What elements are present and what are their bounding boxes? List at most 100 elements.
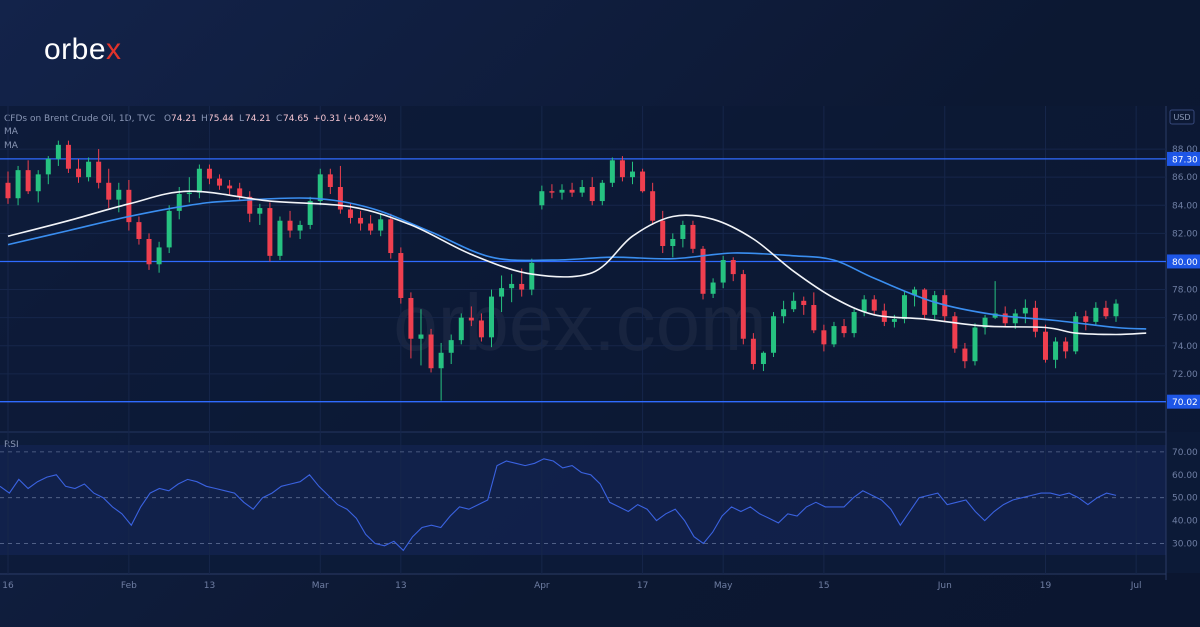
level-label-badge [1167,394,1200,409]
moving-averages [7,190,1147,336]
time-tick-label: 15 [818,581,829,591]
candle-down [96,161,102,183]
rsi-tick-label: 50.00 [1172,494,1198,504]
candle-down [740,274,746,339]
candle-up [539,191,545,206]
candle-up [912,289,918,296]
candle-up [861,299,867,313]
candle-down [146,238,152,265]
candle-up [901,295,907,320]
candle-up [982,317,988,328]
candle-down [821,330,827,345]
price-tick-label: 76.00 [1172,314,1198,324]
time-tick-label: 17 [637,581,648,591]
candle-up [1053,341,1059,360]
candle-down [287,220,293,231]
price-tick-label: 72.00 [1172,370,1198,380]
candle-up [1022,307,1028,314]
candle-up [851,312,857,334]
candle-up [680,224,686,239]
candle-up [760,352,766,365]
candle-up [781,309,787,317]
ohlc-high-label: H [201,114,208,124]
level-label: 70.02 [1172,398,1198,408]
candle-down [841,326,847,334]
currency-badge [1169,109,1195,125]
time-tick-label: May [714,581,733,591]
candle-up [791,300,797,310]
candle-down [811,305,817,331]
time-tick-label: Mar [312,581,329,591]
time-tick-label: Apr [534,581,550,591]
candle-down [922,289,928,315]
time-axis: 16 Feb 13 Mar 13 Apr 17 May 15 Jun 19 Jul [2,581,1141,591]
time-tick-label: 13 [395,581,406,591]
candle-down [1002,313,1008,324]
candle-down [962,348,968,362]
time-tick-label: Feb [121,581,137,591]
ohlc-close-label: C [276,114,282,124]
candle-up [509,283,515,289]
price-tick-label: 86.00 [1172,173,1198,183]
candle-down [388,219,394,254]
ohlc-low-label: L [239,114,244,124]
candle-down [206,168,212,179]
ohlc-low-value: 74.21 [245,114,271,124]
candle-down [368,223,374,231]
currency-label: USD [1173,113,1190,122]
candle-down [126,189,132,223]
candle-up [448,340,454,353]
price-tick-label: 88.00 [1172,145,1198,155]
level-label: 80.00 [1172,258,1198,268]
ohlc-open-value: 74.21 [171,114,197,124]
candle-down [952,316,958,349]
rsi-tick-label: 30.00 [1172,540,1198,550]
time-tick-label: 19 [1040,581,1052,591]
candle-down [358,217,364,224]
candle-down [106,182,112,200]
candle-down [1042,331,1048,360]
candle-down [267,208,273,256]
candle-up [972,327,978,362]
candle-up [196,168,202,193]
time-tick-label: 13 [204,581,215,591]
time-tick-label: 16 [2,581,14,591]
candle-up [156,247,162,265]
candle-up [186,192,192,195]
ohlc-open-label: O [164,114,171,124]
candle-down [1083,316,1089,322]
price-tick-label: 82.00 [1172,229,1198,239]
candle-up [45,158,51,175]
price-tick-label: 74.00 [1172,342,1198,352]
candle-up [458,317,464,341]
candle-down [237,188,243,197]
candle-down [589,187,595,202]
candle-up [297,224,303,231]
candle-down [217,178,223,186]
candle-down [1063,341,1069,352]
candle-down [468,317,474,321]
candle-up [599,182,605,202]
candle-up [499,288,505,297]
candle-up [116,189,122,200]
candle-up [529,262,535,290]
candle-down [730,260,736,275]
ma-fast-line [7,190,1147,336]
candle-down [801,300,807,306]
candle-down [136,222,142,239]
candle-up [166,210,172,248]
candle-up [418,334,424,339]
candle-down [619,160,625,178]
candle-up [831,326,837,345]
rsi-band-background [0,445,1166,555]
candle-down [25,170,31,192]
candle-up [1093,307,1099,322]
candle-up [86,161,92,178]
candle-down [76,168,82,178]
candle-up [559,189,565,193]
candle-down [1103,307,1109,317]
candle-down [700,248,706,294]
candle-up [720,260,726,283]
candle-down [690,224,696,249]
candle-down [478,320,484,338]
